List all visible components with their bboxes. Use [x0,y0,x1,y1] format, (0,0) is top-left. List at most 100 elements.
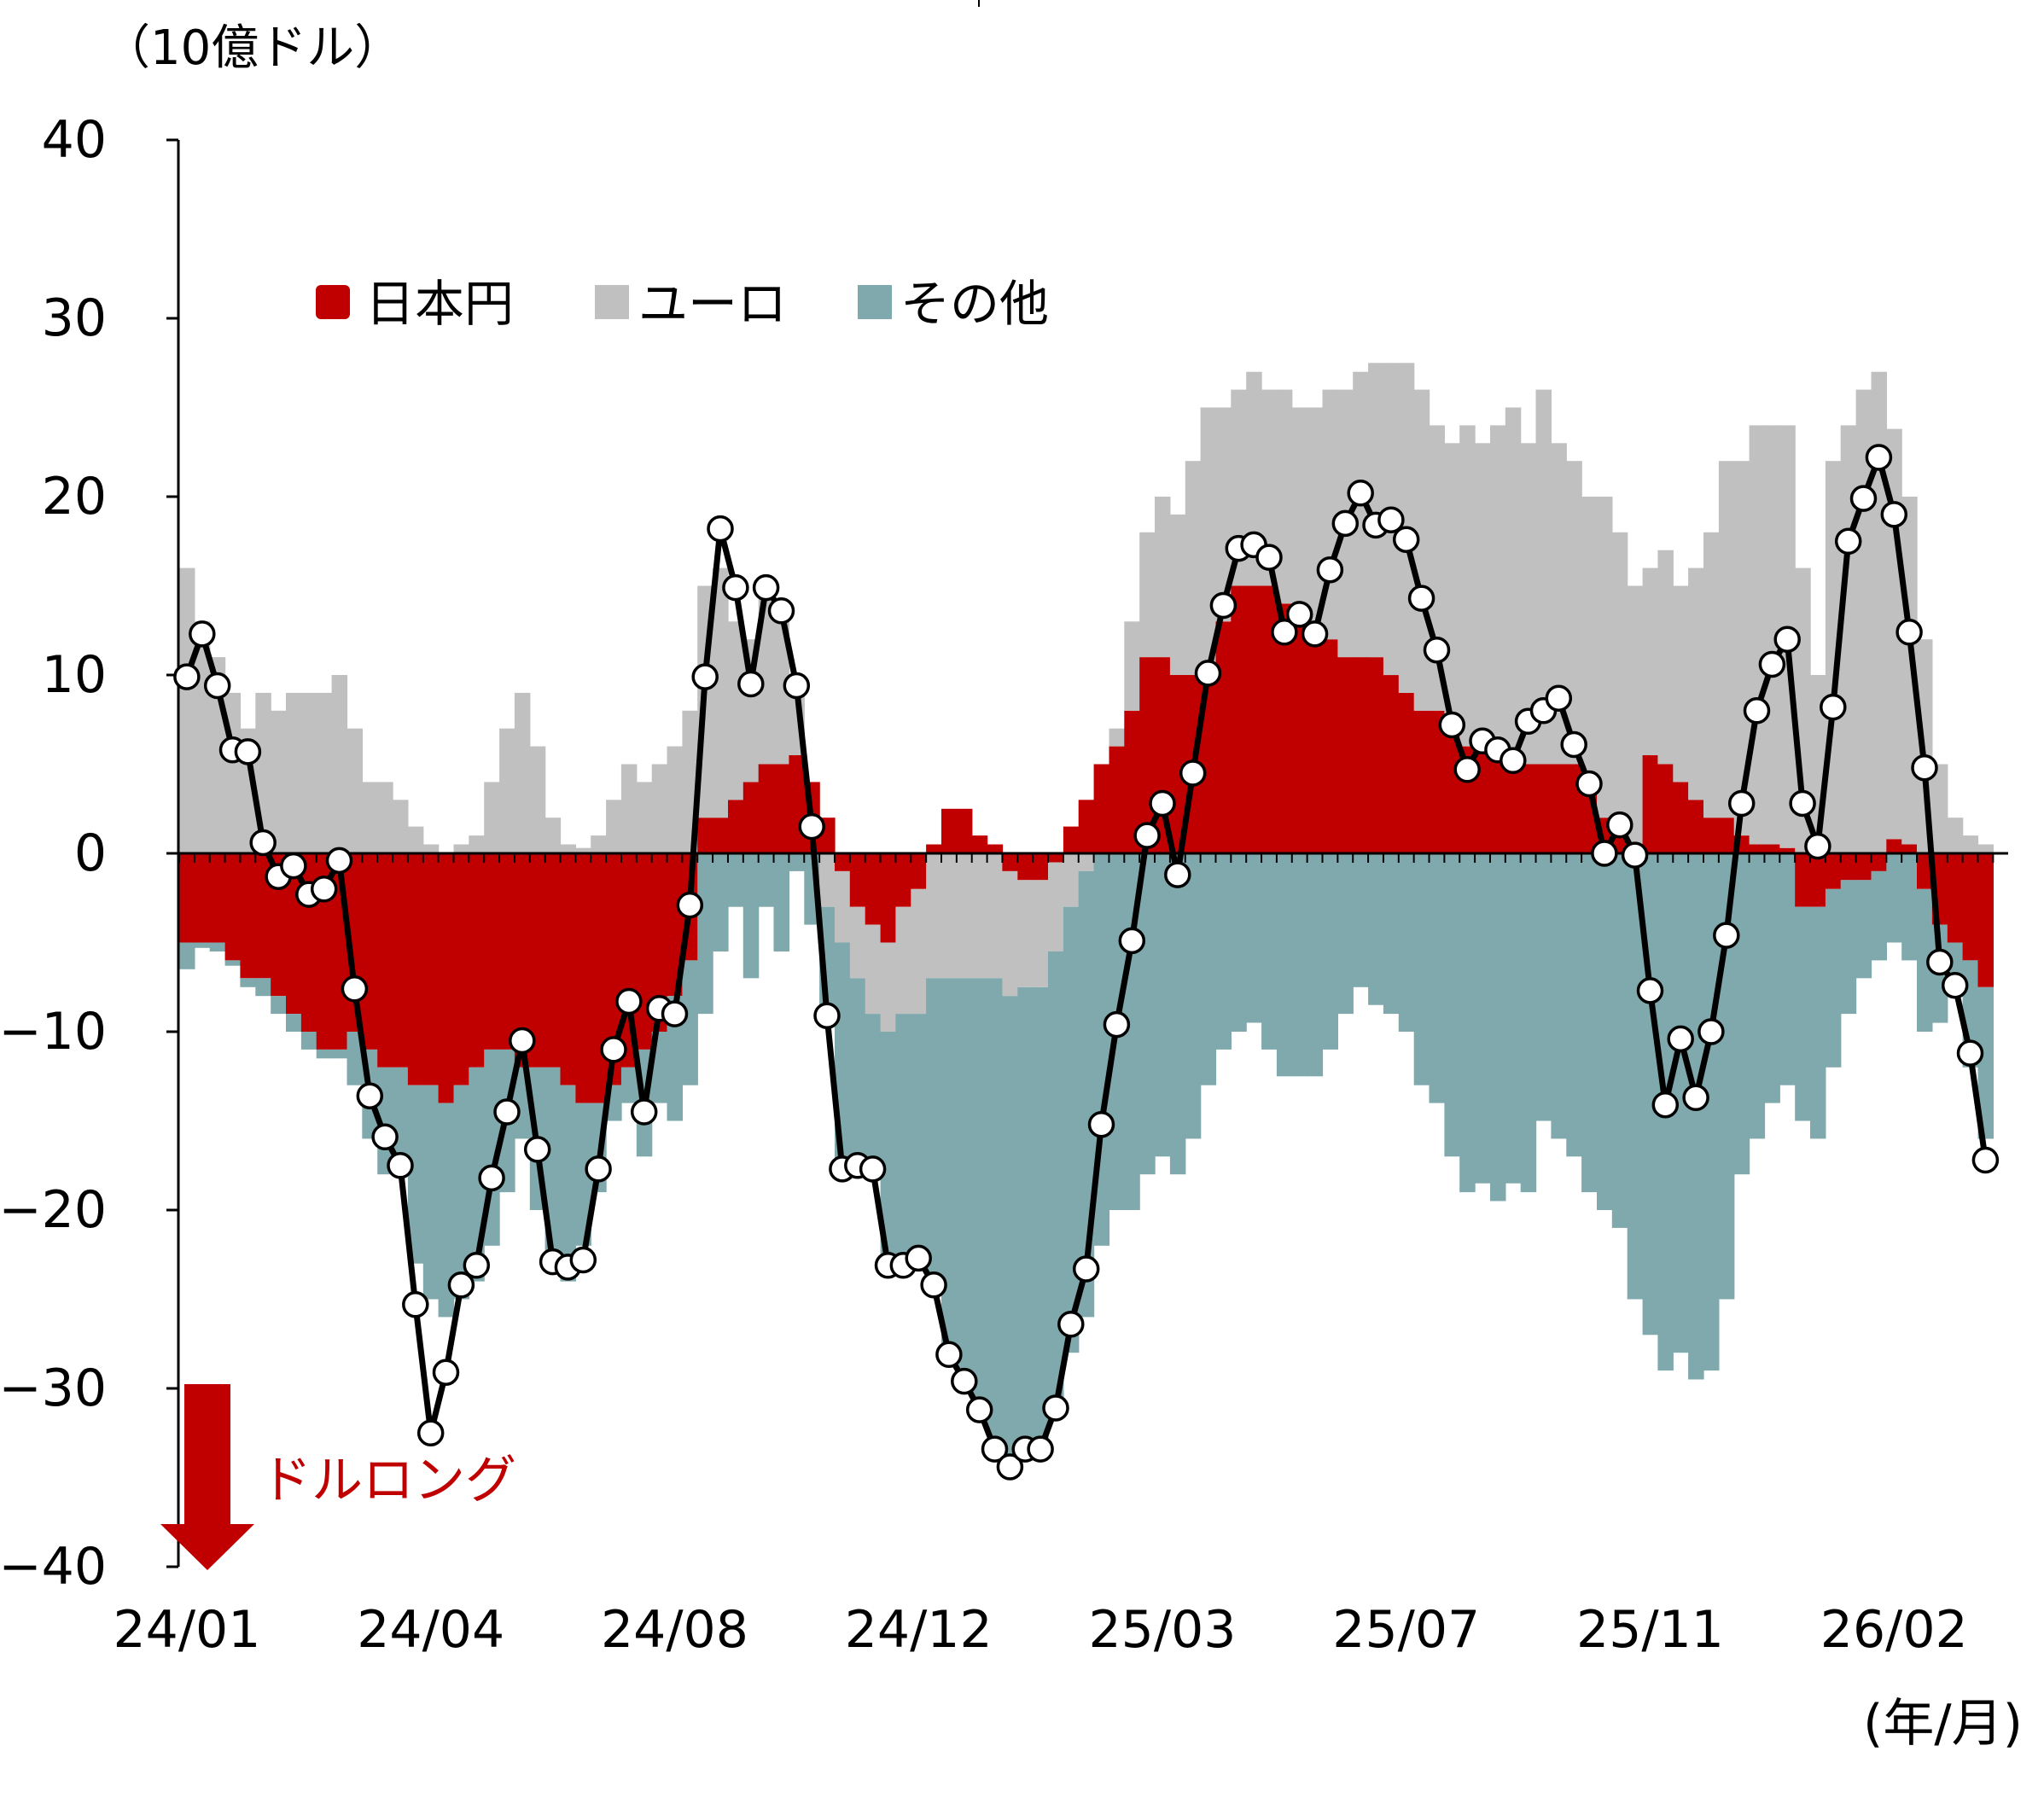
net-point [402,1291,429,1318]
bar-other [1368,853,1384,1005]
bar-euro [651,764,668,853]
bar-other [1733,853,1750,1175]
bar-other [1215,853,1232,1050]
bar-yen [1246,585,1262,853]
net-point [1698,1018,1725,1045]
bar-yen [224,853,242,961]
bar-yen [1901,844,1918,853]
bar-yen [1962,853,1979,961]
net-point [432,1359,460,1386]
bar-yen [1535,764,1552,853]
bar-euro [1459,425,1476,747]
bar-other [346,1032,363,1085]
bar-other [987,978,1004,1458]
net-point [798,812,825,841]
bar-other [911,1014,927,1267]
net-point [416,1419,445,1447]
net-point [203,672,231,700]
net-point [325,847,353,875]
bar-euro [484,782,500,853]
bar-yen [1307,639,1324,853]
bar-yen [926,844,942,853]
bar-yen [636,853,653,1050]
bar-euro [895,906,911,1015]
bar-yen [1688,800,1704,853]
bar-other [758,853,775,907]
bar-other [271,996,287,1015]
bar-other [1886,853,1902,943]
bar-euro [1215,407,1232,622]
net-point [1347,480,1374,507]
bar-other [773,853,789,951]
bar-yen [758,764,775,853]
bar-other [1291,853,1308,1077]
net-point [1331,509,1360,538]
bar-other [1337,853,1354,1015]
bar-yen [880,853,897,943]
bar-other [880,1032,897,1275]
net-point [478,1164,505,1192]
x-tick-label: 24/08 [601,1600,748,1660]
net-point [1560,730,1587,759]
x-tick-label: 25/11 [1576,1600,1724,1660]
bar-euro [1642,567,1659,755]
bar-yen [1261,585,1278,853]
bar-euro [1962,835,1979,853]
bar-euro [1033,880,1049,987]
bar-other [941,978,958,1364]
net-point [1285,601,1313,628]
net-point [1621,841,1649,869]
bar-yen [667,853,683,997]
bar-euro [1566,461,1582,765]
bar-yen [956,808,973,854]
bar-euro [1413,389,1430,711]
bar-euro [1764,425,1780,845]
bar-yen [1703,818,1720,853]
bar-euro [956,853,973,979]
net-point [1133,822,1161,849]
bar-yen [1002,853,1018,871]
bar-yen [1855,853,1872,881]
bar-other [560,1085,576,1282]
net-point [1575,770,1603,798]
bar-other [971,978,988,1419]
bar-other [1810,906,1826,1139]
bar-other [1871,870,1887,961]
net-point [707,515,734,543]
bar-yen [1718,818,1735,853]
bar-other [1688,853,1704,1380]
bar-euro [544,818,562,853]
bar-euro [667,746,683,853]
bar-euro [560,844,576,853]
bar-other [316,1049,333,1059]
net-point [1027,1435,1054,1463]
net-point [767,597,795,625]
bar-yen [560,853,576,1085]
y-tick-label: 40 [42,110,107,170]
bar-yen [865,853,882,925]
bar-other [575,1103,591,1246]
bar-yen [773,764,789,853]
net-point [996,1453,1024,1481]
net-point [1118,927,1146,955]
bar-euro [1291,407,1308,622]
bar-euro [1931,764,1948,853]
bar-euro [1109,728,1125,747]
bar-yen [1398,692,1415,853]
bar-other [1155,853,1171,1157]
bar-other [179,942,195,969]
bar-euro [1688,567,1704,800]
bar-other [286,1014,302,1032]
bar-euro [1002,870,1018,997]
bar-yen [1490,746,1506,853]
bar-other [1840,880,1857,1015]
net-point [463,1252,491,1279]
bar-yen [529,853,546,1068]
bar-yen [1048,853,1064,863]
net-point [1392,526,1420,553]
bar-euro [1139,532,1156,658]
bar-euro [286,692,302,853]
bar-yen [987,844,1004,853]
legend-swatch-euro [595,285,629,319]
net-point [965,1396,993,1423]
